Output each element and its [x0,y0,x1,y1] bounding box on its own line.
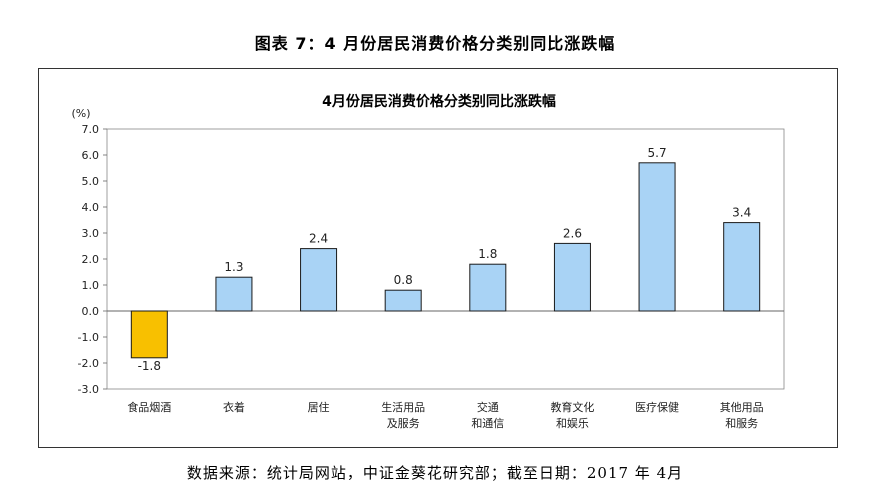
data-label: 2.4 [309,232,328,246]
category-label: 及服务 [387,417,420,430]
y-tick-label: 5.0 [82,175,100,188]
category-label: 交通 [477,400,499,414]
category-label: 衣着 [223,400,245,414]
bar-chart: 4月份居民消费价格分类别同比涨跌幅 (%) 7.0 6.0 5.0 4.0 3.0 2.0… [71,93,785,430]
data-label: 5.7 [648,146,667,160]
category-label: 教育文化 [550,400,594,414]
data-label: 2.6 [563,226,582,240]
data-label: -1.8 [138,359,161,373]
category-label: 和服务 [725,417,758,430]
bar [300,248,338,312]
data-label: 1.3 [224,260,243,274]
y-tick-label: 1.0 [82,279,100,292]
data-label: 3.4 [732,206,751,220]
bars [130,162,761,359]
category-label: 食品烟酒 [127,400,171,414]
chart-frame: 4月份居民消费价格分类别同比涨跌幅 (%) 7.0 6.0 5.0 4.0 3.0 2.0… [38,68,838,448]
category-label: 其他用品 [720,401,764,414]
y-tick-label: 6.0 [82,149,100,162]
bar [215,276,253,312]
y-tick-label: 3.0 [82,227,100,240]
category-label: 和通信 [471,417,504,430]
category-label: 生活用品 [381,400,425,414]
data-labels: -1.8 1.3 2.4 0.8 1.8 2.6 5.7 3.4 [138,146,752,373]
y-axis-unit-label: (%) [71,107,90,120]
bar [723,222,761,312]
y-tick-label: 4.0 [82,201,100,214]
y-tick-label: 0.0 [82,305,100,318]
y-tick-label: 2.0 [82,253,100,266]
bar [384,289,422,312]
y-tick-label: -3.0 [78,383,99,396]
axes: 7.0 6.0 5.0 4.0 3.0 2.0 1.0 0.0 -1.0 -2.0 -3.0 [78,123,785,396]
category-label: 居住 [308,400,330,414]
y-tick-label: -2.0 [78,357,99,370]
y-tick-label: 7.0 [82,123,100,136]
bar [638,162,676,312]
y-tick-label: -1.0 [78,331,99,344]
plot-border [106,128,785,390]
category-label: 和娱乐 [556,416,589,430]
chart-title: 4月份居民消费价格分类别同比涨跌幅 [322,93,556,110]
data-label: 1.8 [478,247,497,261]
source-note: 数据来源：统计局网站，中证金葵花研究部；截至日期：2017 年 4月 [186,464,684,482]
bar [553,242,591,312]
figure-title: 图表 7：4 月份居民消费价格分类别同比涨跌幅 [254,34,616,53]
bar [130,310,168,359]
data-label: 0.8 [394,273,413,287]
bar [469,263,507,312]
category-label: 医疗保健 [635,400,679,414]
